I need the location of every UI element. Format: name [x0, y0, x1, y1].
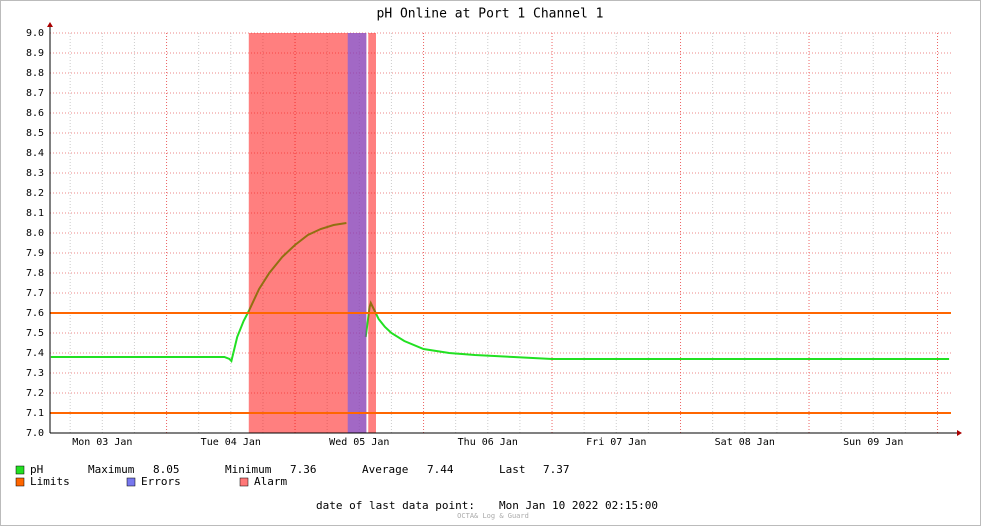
y-tick-label: 7.9 — [26, 248, 44, 259]
stat-label: Maximum — [88, 463, 135, 476]
alarm-period — [368, 33, 376, 433]
watermark: OCTA& Log & Guard — [457, 512, 529, 520]
y-tick-label: 7.5 — [26, 328, 44, 339]
x-tick-label: Wed 05 Jan — [329, 437, 389, 448]
x-tick-label: Tue 04 Jan — [201, 437, 261, 448]
y-tick-label: 8.6 — [26, 108, 44, 119]
legend-swatch — [15, 477, 25, 487]
stat-value: 7.37 — [543, 463, 570, 476]
chart-title: pH Online at Port 1 Channel 1 — [377, 7, 604, 22]
legend-label: Alarm — [254, 475, 287, 488]
x-tick-label: Mon 03 Jan — [72, 437, 132, 448]
stat-value: 8.05 — [153, 463, 180, 476]
y-tick-label: 8.4 — [26, 148, 44, 159]
y-tick-label: 8.1 — [26, 208, 44, 219]
y-tick-label: 7.0 — [26, 428, 44, 439]
y-tick-label: 9.0 — [26, 28, 44, 39]
legend-label: Limits — [30, 475, 70, 488]
x-arrow — [957, 430, 962, 436]
stat-value: 7.36 — [290, 463, 317, 476]
y-tick-label: 7.3 — [26, 368, 44, 379]
legend-swatch — [15, 465, 25, 475]
legend-swatch — [239, 477, 249, 487]
y-tick-label: 7.1 — [26, 408, 44, 419]
x-tick-label: Sun 09 Jan — [843, 437, 903, 448]
y-tick-label: 7.2 — [26, 388, 44, 399]
x-tick-label: Fri 07 Jan — [586, 437, 646, 448]
stat-value: 7.44 — [427, 463, 454, 476]
y-tick-label: 8.5 — [26, 128, 44, 139]
y-tick-label: 8.9 — [26, 48, 44, 59]
stat-label: Average — [362, 463, 408, 476]
legend-label: Errors — [141, 475, 181, 488]
y-tick-label: 7.4 — [26, 348, 44, 359]
footer-date: Mon Jan 10 2022 02:15:00 — [499, 499, 658, 512]
y-tick-label: 7.8 — [26, 268, 44, 279]
y-tick-label: 8.3 — [26, 168, 44, 179]
stat-label: Minimum — [225, 463, 272, 476]
y-arrow — [47, 22, 53, 27]
y-tick-label: 8.2 — [26, 188, 44, 199]
x-tick-label: Thu 06 Jan — [458, 437, 518, 448]
footer-label: date of last data point: — [316, 499, 475, 512]
alarm-period — [248, 33, 367, 433]
y-tick-label: 8.7 — [26, 88, 44, 99]
error-period — [347, 33, 367, 433]
y-tick-label: 7.7 — [26, 288, 44, 299]
x-tick-label: Sat 08 Jan — [715, 437, 775, 448]
legend-swatch — [126, 477, 136, 487]
y-tick-label: 8.8 — [26, 68, 44, 79]
y-tick-label: 7.6 — [26, 308, 44, 319]
stat-label: Last — [499, 463, 526, 476]
legend-label: pH — [30, 463, 43, 476]
y-tick-label: 8.0 — [26, 228, 44, 239]
